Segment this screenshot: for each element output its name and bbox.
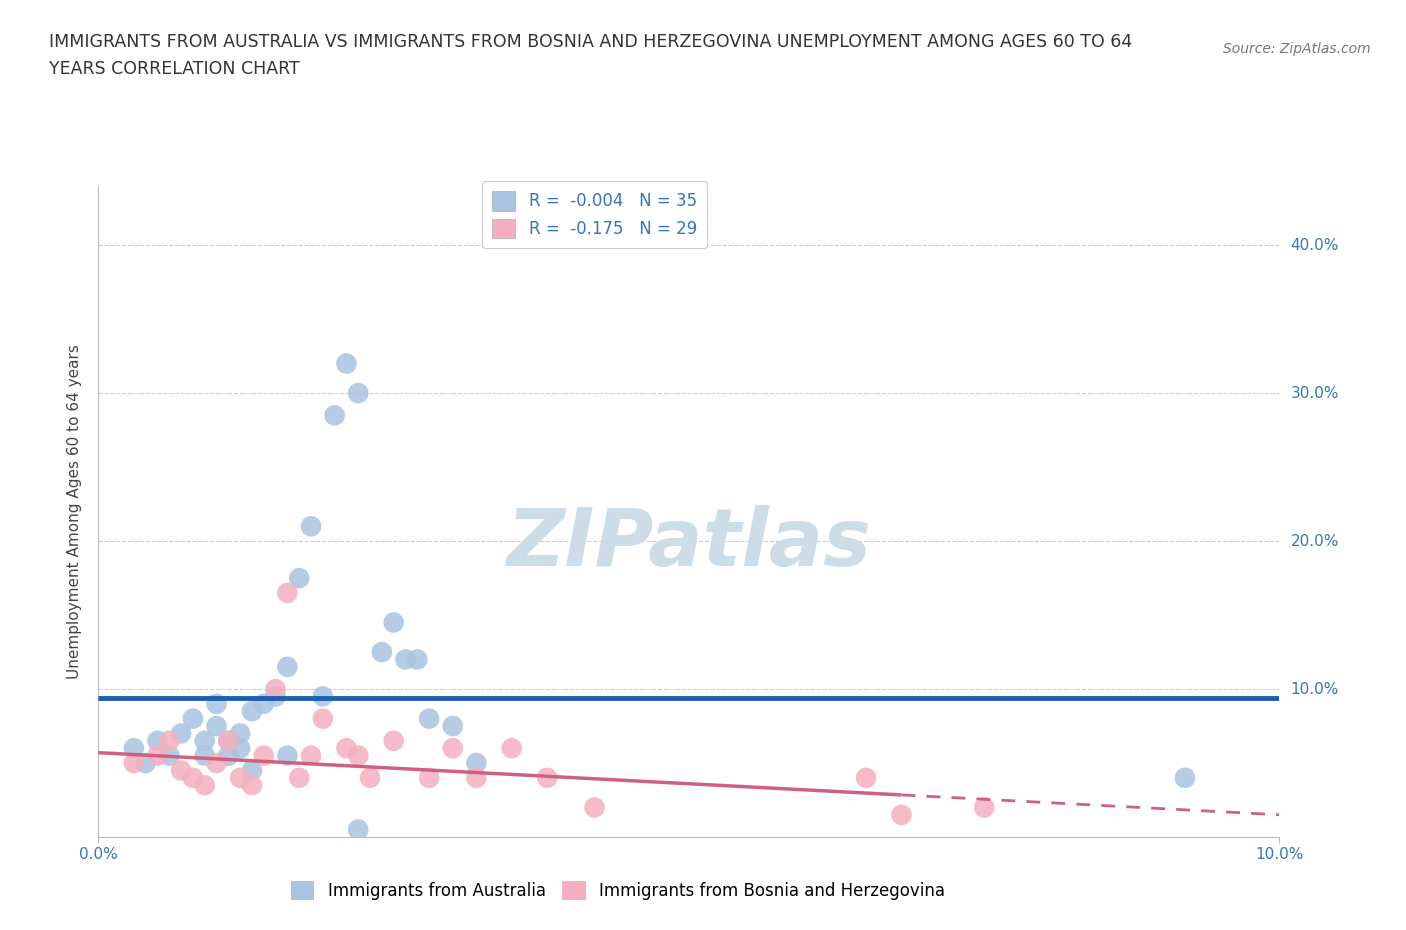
Point (890, 807, 912, 822)
Point (170, 726, 193, 741)
Point (288, 770, 311, 785)
Point (347, 822, 370, 837)
Point (122, 755, 145, 770)
Point (418, 770, 440, 785)
Point (146, 734, 169, 749)
Point (205, 697, 228, 711)
Point (973, 800, 995, 815)
Point (371, 644, 394, 659)
Point (418, 711, 440, 726)
Point (1174, 770, 1197, 785)
Point (855, 770, 877, 785)
Point (335, 741, 357, 756)
Point (229, 726, 252, 741)
Point (264, 682, 287, 697)
Point (501, 741, 523, 756)
Point (312, 711, 335, 726)
Point (276, 586, 298, 601)
Point (335, 356, 357, 371)
Point (170, 763, 193, 777)
Point (441, 741, 464, 756)
Point (240, 777, 263, 792)
Point (135, 755, 157, 770)
Text: 20.0%: 20.0% (1291, 534, 1339, 549)
Point (229, 770, 252, 785)
Point (194, 734, 217, 749)
Text: IMMIGRANTS FROM AUSTRALIA VS IMMIGRANTS FROM BOSNIA AND HERZEGOVINA UNEMPLOYMENT: IMMIGRANTS FROM AUSTRALIA VS IMMIGRANTS … (49, 33, 1132, 50)
Point (394, 652, 416, 667)
Point (217, 734, 239, 749)
Text: 40.0%: 40.0% (1291, 238, 1339, 253)
Point (240, 704, 263, 719)
Text: 10.0%: 10.0% (1291, 682, 1339, 697)
Point (465, 770, 488, 785)
Legend: Immigrants from Australia, Immigrants from Bosnia and Herzegovina: Immigrants from Australia, Immigrants fr… (284, 874, 952, 907)
Point (583, 800, 606, 815)
Text: 30.0%: 30.0% (1291, 386, 1339, 401)
Point (347, 386, 370, 401)
Point (229, 741, 252, 756)
Point (217, 734, 239, 749)
Point (536, 770, 558, 785)
Point (217, 748, 239, 763)
Y-axis label: Unemployment Among Ages 60 to 64 years: Unemployment Among Ages 60 to 64 years (67, 344, 83, 679)
Point (205, 719, 228, 734)
Text: ZIPatlas: ZIPatlas (506, 505, 872, 583)
Point (465, 755, 488, 770)
Point (276, 748, 298, 763)
Point (276, 659, 298, 674)
Point (382, 734, 405, 749)
Point (194, 777, 217, 792)
Point (359, 770, 381, 785)
Point (264, 689, 287, 704)
Point (312, 689, 335, 704)
Text: YEARS CORRELATION CHART: YEARS CORRELATION CHART (49, 60, 299, 78)
Point (146, 748, 169, 763)
Point (382, 615, 405, 630)
Point (253, 748, 276, 763)
Point (181, 770, 204, 785)
Point (347, 748, 370, 763)
Point (205, 755, 228, 770)
Point (406, 652, 429, 667)
Point (323, 408, 346, 423)
Point (299, 748, 322, 763)
Point (181, 711, 204, 726)
Text: Source: ZipAtlas.com: Source: ZipAtlas.com (1223, 42, 1371, 56)
Point (299, 519, 322, 534)
Point (157, 734, 180, 749)
Point (288, 571, 311, 586)
Point (194, 748, 217, 763)
Point (157, 748, 180, 763)
Point (441, 719, 464, 734)
Point (240, 763, 263, 777)
Point (253, 697, 276, 711)
Point (122, 741, 145, 756)
